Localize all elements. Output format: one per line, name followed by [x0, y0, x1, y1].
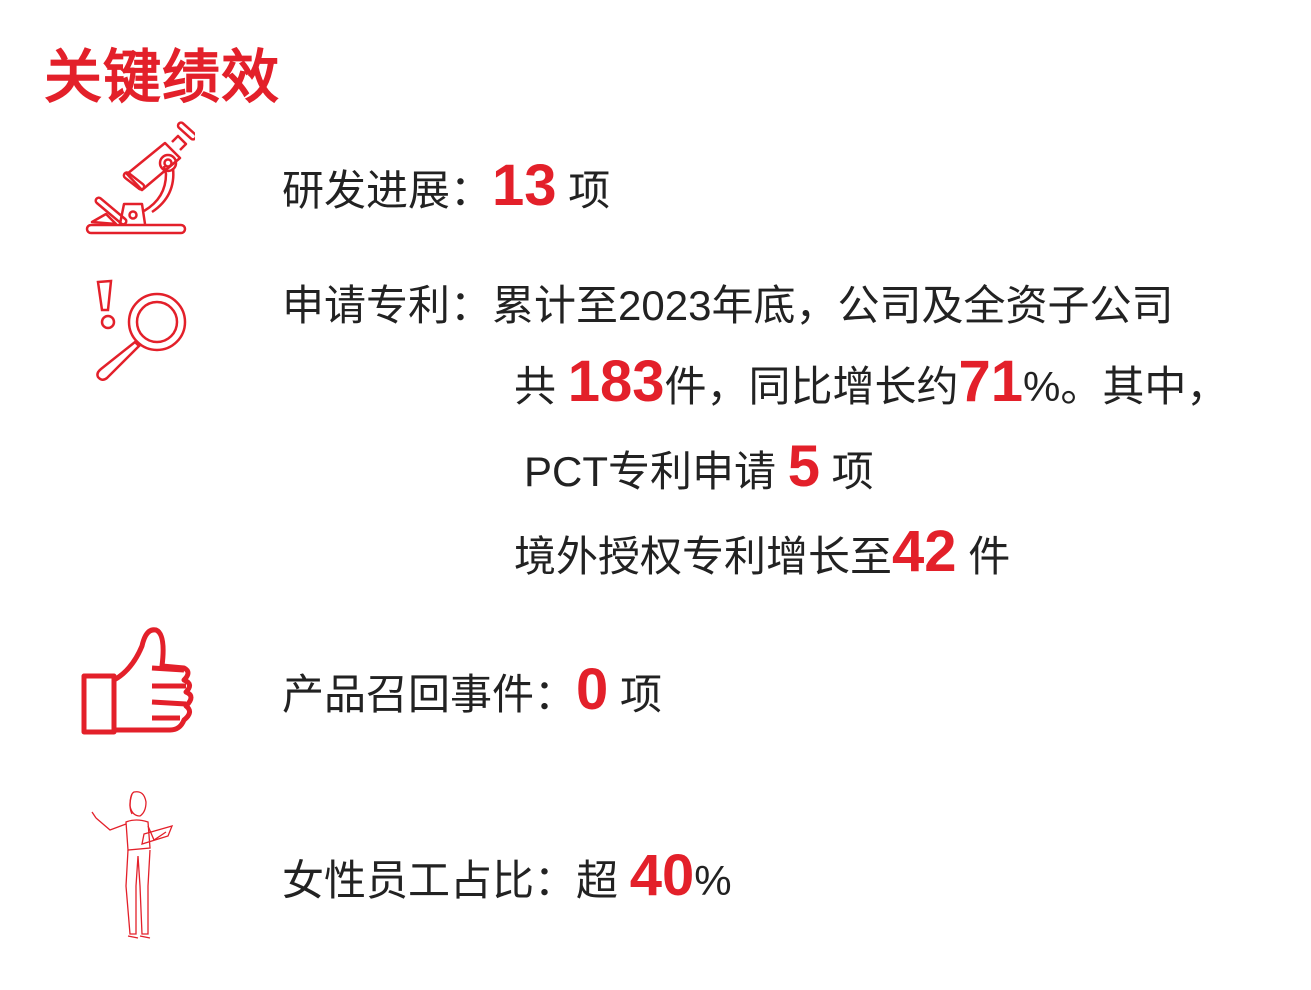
recall-value: 0	[576, 657, 609, 722]
pct-text: PCT专利申请	[524, 448, 777, 495]
female-prefix: 超	[576, 857, 619, 904]
female-value: 40	[629, 843, 695, 908]
magnifier-alert-icon	[96, 279, 187, 381]
pct-unit: 项	[831, 448, 874, 495]
patent-label: 申请专利：	[282, 282, 493, 329]
rd-unit: 项	[568, 167, 611, 214]
pct-count: 5	[787, 434, 820, 499]
female-label: 女性员工占比：	[282, 857, 577, 904]
patent-text-2c: %。其中，	[1023, 363, 1229, 410]
rd-label: 研发进展：	[282, 167, 493, 214]
patent-line-2: 共 183件，同比增长约71%。其中，	[514, 352, 1228, 417]
microscope-icon	[85, 121, 195, 235]
patent-growth: 71	[958, 349, 1023, 414]
patent-count: 183	[567, 349, 665, 414]
overseas-text: 境外授权专利增长至	[514, 533, 893, 580]
overseas-unit: 件	[968, 533, 1011, 580]
thumbs-up-icon	[81, 627, 194, 735]
rd-row: 研发进展：13 项	[282, 156, 610, 221]
patent-line-3: PCT专利申请 5 项	[524, 437, 874, 502]
patent-line-1: 申请专利：累计至2023年底，公司及全资子公司	[282, 276, 1173, 336]
patent-line-4: 境外授权专利增长至42 件	[514, 522, 1010, 587]
female-unit: %	[694, 857, 732, 904]
page-title: 关键绩效	[44, 45, 281, 110]
recall-row: 产品召回事件：0 项	[282, 660, 662, 725]
patent-text-1: 累计至2023年底，公司及全资子公司	[492, 282, 1174, 329]
woman-presenter-icon	[91, 791, 174, 939]
patent-text-2a: 共	[514, 363, 557, 410]
patent-text-2b: 件，同比增长约	[664, 363, 959, 410]
rd-value: 13	[492, 153, 557, 218]
overseas-count: 42	[892, 519, 957, 584]
recall-label: 产品召回事件：	[282, 671, 577, 718]
recall-unit: 项	[619, 671, 662, 718]
female-row: 女性员工占比：超 40%	[282, 846, 732, 911]
